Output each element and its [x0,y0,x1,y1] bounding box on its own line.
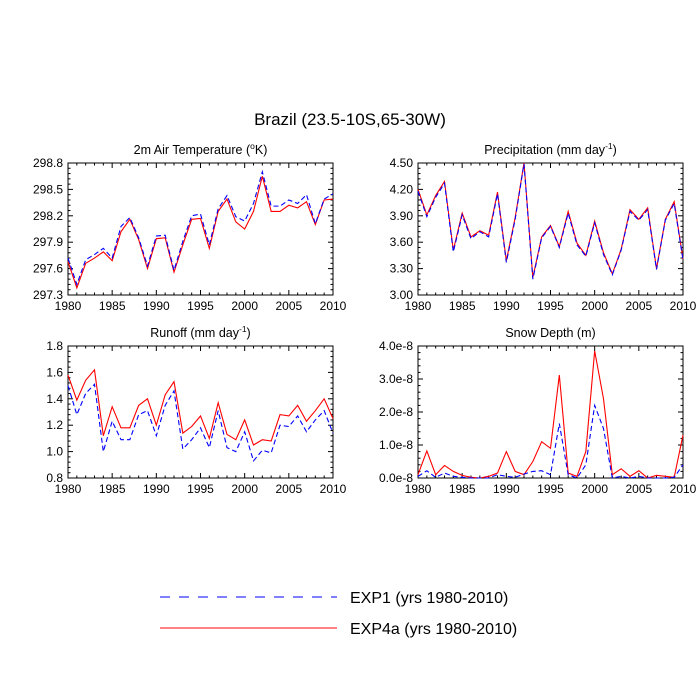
panel-title-runoff: Runoff (mm day-1) [150,324,250,340]
x-tick-label: 2005 [625,482,652,496]
x-tick-label: 1985 [449,299,476,313]
series-line-exp1 [67,169,334,287]
legend-label-exp4a: EXP4a (yrs 1980-2010) [350,621,517,638]
panel-title-superscript: -1 [605,141,613,151]
y-tick-label: 3.60 [390,235,414,249]
y-tick-label: 4.0e-8 [379,339,413,353]
panel-title-air-temperature: 2m Air Temperature (oK) [134,141,268,157]
x-tick-label: 1995 [187,299,214,313]
panel-title-text: Snow Depth (m) [505,326,595,340]
panel-title-precipitation: Precipitation (mm day-1) [484,141,617,157]
plot-frame [417,345,684,479]
x-tick-label: 2010 [670,482,697,496]
x-tick-label: 1990 [493,482,520,496]
y-tick-label: 297.6 [33,262,63,276]
y-tick-label: 3.0e-8 [379,372,413,386]
panel-title-snow-depth: Snow Depth (m) [505,326,595,340]
x-tick-label: 1995 [537,482,564,496]
y-tick-label: 1.4 [46,392,63,406]
legend: EXP1 (yrs 1980-2010) EXP4a (yrs 1980-2010… [160,590,517,638]
x-tick-label: 1985 [449,482,476,496]
panel-title-suffix: K) [255,143,268,157]
x-tick-label: 1990 [143,482,170,496]
x-tick-label: 2005 [275,482,302,496]
figure-title: Brazil (23.5-10S,65-30W) [254,110,446,129]
y-tick-label: 297.3 [33,288,63,302]
y-tick-label: 3.30 [390,262,414,276]
x-tick-label: 1980 [55,482,82,496]
y-tick-label: 4.20 [390,182,414,196]
x-tick-label: 2000 [581,482,608,496]
y-tick-label: 3.90 [390,209,414,223]
x-tick-label: 1985 [99,299,126,313]
y-tick-label: 0.0e-8 [379,471,413,485]
x-tick-label: 1995 [537,299,564,313]
y-tick-label: 298.5 [33,182,63,196]
x-tick-label: 2000 [231,482,258,496]
y-tick-label: 2.0e-8 [379,405,413,419]
x-tick-label: 2000 [581,299,608,313]
y-tick-label: 0.8 [46,471,63,485]
panel-air-temperature: 2m Air Temperature (oK) 1980 1985 1990 1995 2… [33,141,347,313]
panel-title-superscript: -1 [239,324,247,334]
panel-title-text: 2m Air Temperature ( [134,143,251,157]
plot-frame [67,345,334,479]
series-line-exp1 [417,403,684,479]
plot-frame [67,162,334,296]
panel-runoff: Runoff (mm day-1) 1980 1985 1990 1995 2000 200… [46,324,346,496]
y-tick-label: 298.2 [33,209,63,223]
y-tick-label: 4.50 [390,156,414,170]
y-tick-label: 1.0 [46,445,63,459]
x-tick-label: 2000 [231,299,258,313]
panels: 2m Air Temperature (oK) 1980 1985 1990 1995 2… [33,141,697,496]
panel-title-suffix: ) [613,143,617,157]
x-tick-label: 1985 [99,482,126,496]
x-tick-label: 1990 [493,299,520,313]
panel-snow-depth: Snow Depth (m) 1980 1985 1990 1995 2000 2005 20… [379,326,697,496]
series-line-exp4a [417,350,684,479]
x-tick-label: 2010 [670,299,697,313]
y-tick-label: 297.9 [33,235,63,249]
x-tick-label: 2010 [320,299,347,313]
x-tick-label: 1980 [55,299,82,313]
series-line-exp1 [67,383,334,462]
series-line-exp4a [417,162,684,278]
panel-title-superscript: o [250,141,255,151]
plot-frame [417,162,684,296]
panel-precipitation: Precipitation (mm day-1) 1980 1985 1990 1995… [390,141,697,313]
series-line-exp1 [417,163,684,280]
x-tick-label: 1980 [405,299,432,313]
x-tick-label: 2005 [275,299,302,313]
x-tick-label: 1995 [187,482,214,496]
y-tick-label: 1.6 [46,365,63,379]
y-tick-label: 298.8 [33,156,63,170]
series-line-exp4a [67,368,334,446]
x-tick-label: 2010 [320,482,347,496]
legend-label-exp1: EXP1 (yrs 1980-2010) [350,590,508,607]
x-tick-label: 1980 [405,482,432,496]
panel-title-text: Runoff (mm day [150,326,239,340]
y-tick-label: 1.0e-8 [379,438,413,452]
y-tick-label: 1.8 [46,339,63,353]
series-line-exp4a [67,176,334,290]
x-tick-label: 2005 [625,299,652,313]
y-tick-label: 1.2 [46,418,63,432]
x-tick-label: 1990 [143,299,170,313]
y-tick-label: 3.00 [390,288,414,302]
panel-title-text: Precipitation (mm day [484,143,606,157]
panel-title-suffix: ) [247,326,251,340]
